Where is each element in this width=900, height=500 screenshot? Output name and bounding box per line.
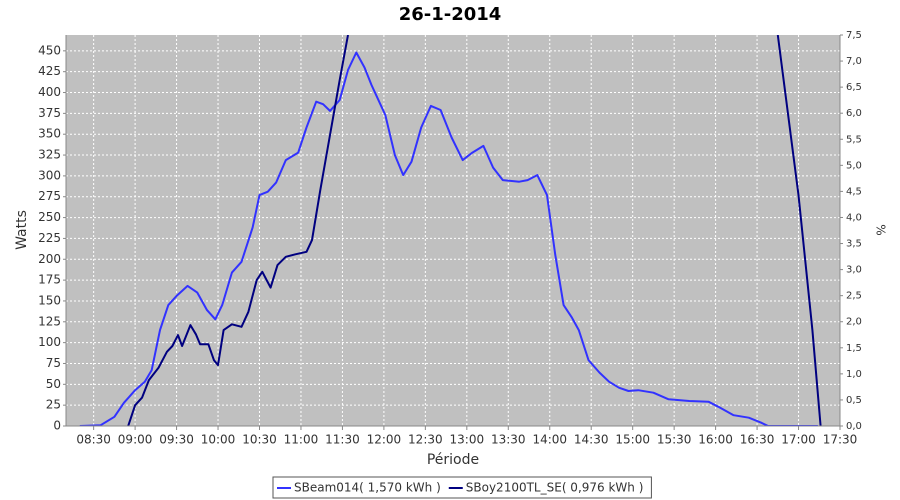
plot-area bbox=[66, 35, 840, 426]
x-tick-label: 10:30 bbox=[242, 433, 277, 447]
y2-tick-label: 5,0 bbox=[846, 160, 862, 171]
legend-label: SBeam014( 1,570 kWh ) bbox=[294, 481, 441, 495]
y-tick-label: 25 bbox=[46, 398, 61, 412]
y-tick-label: 175 bbox=[38, 273, 61, 287]
series-line bbox=[79, 51, 818, 426]
x-tick-label: 09:00 bbox=[118, 433, 153, 447]
y2-tick-label: 2,5 bbox=[846, 291, 862, 302]
x-tick-label: 17:30 bbox=[823, 433, 858, 447]
x-tick-label: 08:30 bbox=[76, 433, 111, 447]
x-tick-label: 12:00 bbox=[367, 433, 402, 447]
y-tick-label: 100 bbox=[38, 335, 61, 349]
x-tick-label: 14:30 bbox=[574, 433, 609, 447]
y-tick-label: 300 bbox=[38, 168, 61, 182]
y2-tick-label: 5,5 bbox=[846, 134, 862, 145]
x-tick-label: 13:00 bbox=[450, 433, 485, 447]
y-tick-label: 450 bbox=[38, 43, 61, 57]
x-tick-label: 16:00 bbox=[698, 433, 733, 447]
y2-tick-label: 1,0 bbox=[846, 369, 862, 380]
y-tick-label: 250 bbox=[38, 210, 61, 224]
y-tick-label: 400 bbox=[38, 85, 61, 99]
x-tick-label: 16:30 bbox=[740, 433, 775, 447]
y-tick-label: 225 bbox=[38, 231, 61, 245]
y-tick-label: 0 bbox=[53, 419, 61, 433]
y2-tick-label: 6,0 bbox=[846, 108, 862, 119]
y2-tick-label: 2,0 bbox=[846, 317, 862, 328]
x-tick-label: 11:30 bbox=[325, 433, 360, 447]
y-tick-label: 200 bbox=[38, 252, 61, 266]
x-tick-label: 14:00 bbox=[532, 433, 567, 447]
x-tick-label: 17:00 bbox=[781, 433, 816, 447]
y2-tick-label: 3,5 bbox=[846, 239, 862, 250]
y-tick-label: 75 bbox=[46, 356, 61, 370]
y2-tick-label: 0,0 bbox=[846, 421, 862, 432]
y-tick-label: 375 bbox=[38, 106, 61, 120]
y2-axis-title: % bbox=[874, 224, 888, 235]
x-tick-label: 11:00 bbox=[284, 433, 319, 447]
y-tick-label: 50 bbox=[46, 377, 61, 391]
y2-tick-label: 0,5 bbox=[846, 395, 862, 406]
y-tick-label: 275 bbox=[38, 189, 61, 203]
y-tick-label: 325 bbox=[38, 148, 61, 162]
y-axis-title: Watts bbox=[14, 210, 30, 250]
x-tick-label: 09:30 bbox=[159, 433, 194, 447]
y2-tick-label: 4,5 bbox=[846, 186, 862, 197]
legend-label: SBoy2100TL_SE( 0,976 kWh ) bbox=[466, 481, 644, 495]
series-line bbox=[127, 35, 822, 426]
chart-title: 26-1-2014 bbox=[399, 4, 502, 25]
x-tick-label: 13:30 bbox=[491, 433, 526, 447]
y2-tick-label: 7,0 bbox=[846, 56, 862, 67]
x-tick-label: 15:00 bbox=[615, 433, 650, 447]
y-tick-label: 350 bbox=[38, 127, 61, 141]
y2-tick-label: 4,0 bbox=[846, 212, 862, 223]
y-tick-label: 425 bbox=[38, 64, 61, 78]
x-axis-title: Période bbox=[427, 452, 479, 468]
y-tick-label: 150 bbox=[38, 293, 61, 307]
x-tick-label: 10:00 bbox=[201, 433, 236, 447]
y2-tick-label: 1,5 bbox=[846, 343, 862, 354]
y2-tick-label: 7,5 bbox=[846, 30, 862, 41]
y2-tick-label: 3,0 bbox=[846, 265, 862, 276]
x-tick-label: 15:30 bbox=[657, 433, 692, 447]
x-tick-label: 12:30 bbox=[408, 433, 443, 447]
y-tick-label: 125 bbox=[38, 314, 61, 328]
y2-tick-label: 6,5 bbox=[846, 82, 862, 93]
